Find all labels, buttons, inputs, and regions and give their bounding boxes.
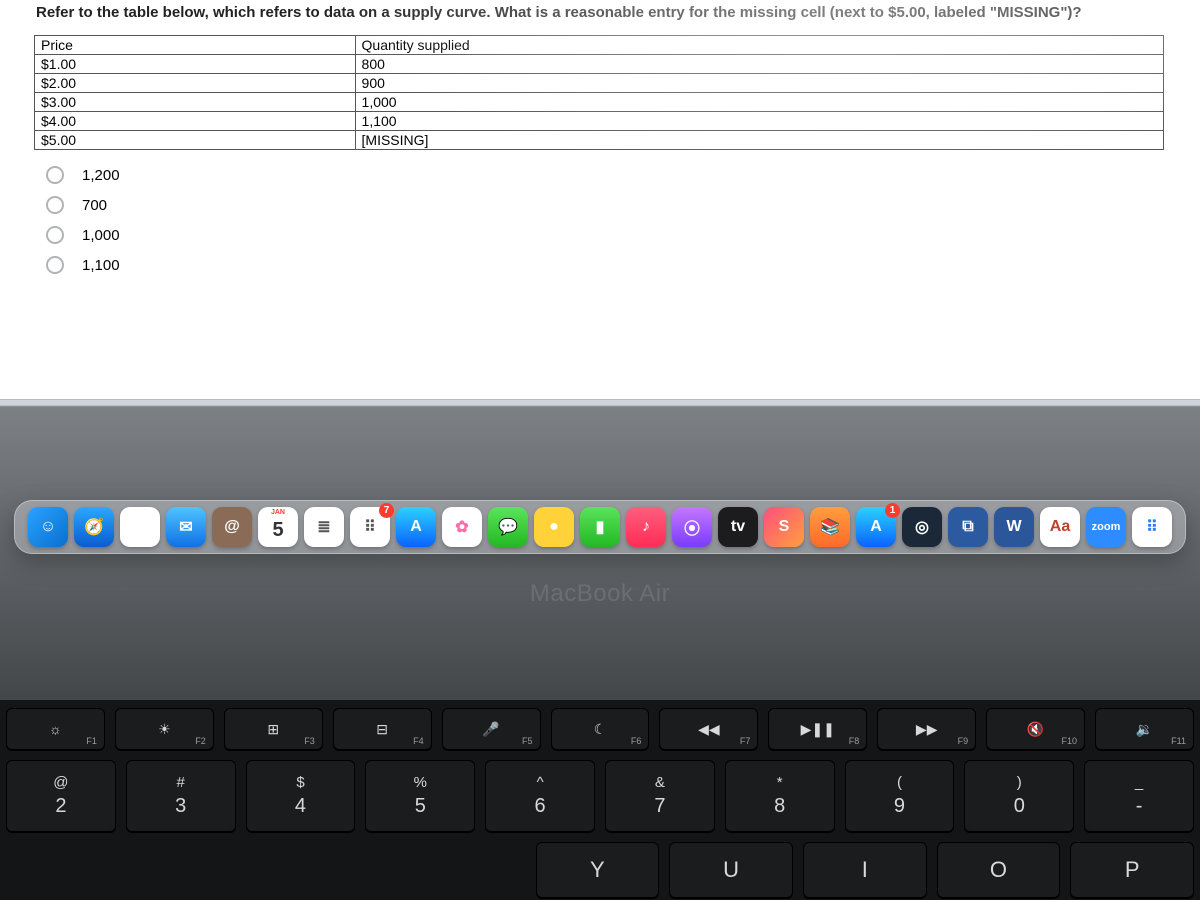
dock-steam-icon[interactable]: ◎ [902, 507, 942, 547]
key-3[interactable]: #3 [126, 760, 236, 832]
key-u[interactable]: U [669, 842, 793, 898]
key-o[interactable]: O [937, 842, 1061, 898]
key-0[interactable]: )0 [964, 760, 1074, 832]
option-label: 700 [82, 197, 107, 214]
key-f7[interactable]: ◀◀F7 [659, 708, 758, 750]
macbook-air-label: MacBook Air [530, 580, 670, 608]
dock-shortcuts-icon[interactable]: S [764, 507, 804, 547]
keyboard: ☼F1☀F2⊞F3⊟F4🎤F5☾F6◀◀F7▶❚❚F8▶▶F9🔇F10🔉F11 … [0, 700, 1200, 900]
key-f9[interactable]: ▶▶F9 [877, 708, 976, 750]
cell: $3.00 [35, 93, 356, 112]
table-header-qty: Quantity supplied [355, 36, 1163, 55]
answer-options: 1,200 700 1,000 1,100 [46, 160, 1200, 280]
cell: $1.00 [35, 55, 356, 74]
dock-tv-icon[interactable]: tv [718, 507, 758, 547]
quiz-panel: Refer to the table below, which refers t… [0, 0, 1200, 400]
dock-mail-icon[interactable]: ✉︎ [166, 507, 206, 547]
key-p[interactable]: P [1070, 842, 1194, 898]
key-i[interactable]: I [803, 842, 927, 898]
option-row[interactable]: 700 [46, 190, 1200, 220]
option-label: 1,100 [82, 257, 120, 274]
option-row[interactable]: 1,100 [46, 250, 1200, 280]
dock-notes-icon[interactable]: ⠿7 [350, 507, 390, 547]
radio-icon[interactable] [46, 166, 64, 184]
dock-finder-icon[interactable]: ☺ [28, 507, 68, 547]
key-4[interactable]: $4 [246, 760, 356, 832]
supply-table: Price Quantity supplied $1.00800 $2.0090… [34, 35, 1164, 150]
option-row[interactable]: 1,200 [46, 160, 1200, 190]
key-f4[interactable]: ⊟F4 [333, 708, 432, 750]
cell: $5.00 [35, 131, 356, 150]
dock-music-icon[interactable]: ♪ [626, 507, 666, 547]
dock-app-store-2-icon[interactable]: A1 [856, 507, 896, 547]
key-5[interactable]: %5 [365, 760, 475, 832]
dock-vscode-icon[interactable]: ⧉ [948, 507, 988, 547]
option-label: 1,000 [82, 227, 120, 244]
key-f11[interactable]: 🔉F11 [1095, 708, 1194, 750]
dock-books-icon[interactable]: 📚 [810, 507, 850, 547]
key-f2[interactable]: ☀F2 [115, 708, 214, 750]
radio-icon[interactable] [46, 256, 64, 274]
dock-reminders-icon[interactable]: ≣ [304, 507, 344, 547]
question-text: Refer to the table below, which refers t… [0, 0, 1200, 31]
cell: $4.00 [35, 112, 356, 131]
key-y[interactable]: Y [536, 842, 660, 898]
dock-photos-icon[interactable]: ✿ [442, 507, 482, 547]
key-f5[interactable]: 🎤F5 [442, 708, 541, 750]
key-f8[interactable]: ▶❚❚F8 [768, 708, 867, 750]
key-f10[interactable]: 🔇F10 [986, 708, 1085, 750]
cell: 800 [355, 55, 1163, 74]
cell: [MISSING] [355, 131, 1163, 150]
dock-calendar-icon[interactable]: JAN5 [258, 507, 298, 547]
dock-messages-icon[interactable]: 💬 [488, 507, 528, 547]
option-label: 1,200 [82, 167, 120, 184]
key-2[interactable]: @2 [6, 760, 116, 832]
key-9[interactable]: (9 [845, 760, 955, 832]
option-row[interactable]: 1,000 [46, 220, 1200, 250]
cell: 900 [355, 74, 1163, 93]
cell: $2.00 [35, 74, 356, 93]
macos-dock: ☺🧭◉✉︎@JAN5≣⠿7A✿💬●▮♪⦿tvS📚A1◎⧉WAazoom⠿ [14, 500, 1186, 554]
key-f3[interactable]: ⊞F3 [224, 708, 323, 750]
key-8[interactable]: *8 [725, 760, 835, 832]
badge: 1 [885, 503, 900, 518]
dock-word-icon[interactable]: W [994, 507, 1034, 547]
key-6[interactable]: ^6 [485, 760, 595, 832]
dock-finder2-icon[interactable]: ⠿ [1132, 507, 1172, 547]
dock-dictionary-icon[interactable]: Aa [1040, 507, 1080, 547]
dock-chrome-icon[interactable]: ◉ [120, 507, 160, 547]
dock-imessage-icon[interactable]: ● [534, 507, 574, 547]
radio-icon[interactable] [46, 196, 64, 214]
table-header-price: Price [35, 36, 356, 55]
dock-appstore-icon[interactable]: A [396, 507, 436, 547]
cell: 1,000 [355, 93, 1163, 112]
key-7[interactable]: &7 [605, 760, 715, 832]
cell: 1,100 [355, 112, 1163, 131]
dock-contacts-icon[interactable]: @ [212, 507, 252, 547]
dock-safari-icon[interactable]: 🧭 [74, 507, 114, 547]
radio-icon[interactable] [46, 226, 64, 244]
dock-facetime-icon[interactable]: ▮ [580, 507, 620, 547]
badge: 7 [379, 503, 394, 518]
key-f6[interactable]: ☾F6 [551, 708, 650, 750]
key-f1[interactable]: ☼F1 [6, 708, 105, 750]
dock-podcasts-icon[interactable]: ⦿ [672, 507, 712, 547]
dock-zoom-icon[interactable]: zoom [1086, 507, 1126, 547]
key--[interactable]: _- [1084, 760, 1194, 832]
